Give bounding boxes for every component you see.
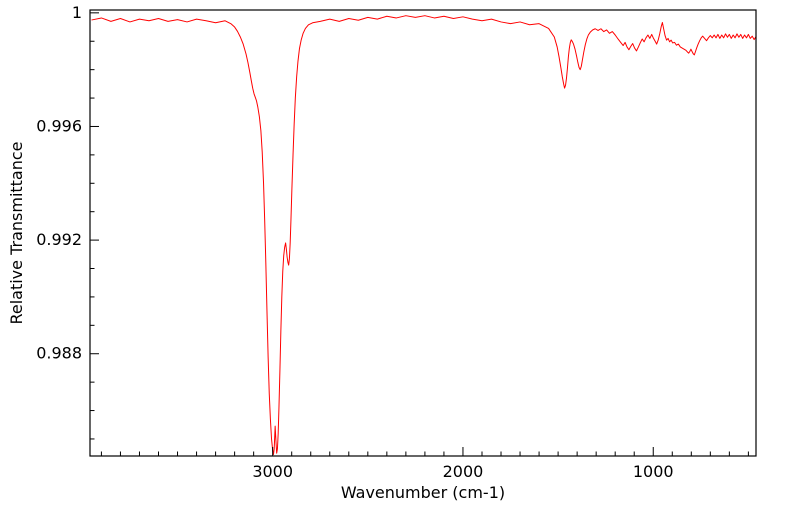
y-tick-label: 1 [72, 3, 82, 22]
y-tick-label: 0.992 [36, 230, 82, 249]
x-axis-title: Wavenumber (cm-1) [341, 483, 505, 502]
x-tick-label: 3000 [252, 462, 293, 481]
y-tick-label: 0.988 [36, 344, 82, 363]
spectrum-line [91, 15, 757, 456]
y-axis-title: Relative Transmittance [7, 141, 26, 324]
plot-frame [89, 9, 757, 457]
plot-area: 3000 2000 1000 0.988 0.992 0.996 1 [36, 3, 757, 481]
x-tick-label: 1000 [633, 462, 674, 481]
x-tick-label: 2000 [443, 462, 484, 481]
y-tick-label: 0.996 [36, 116, 82, 135]
